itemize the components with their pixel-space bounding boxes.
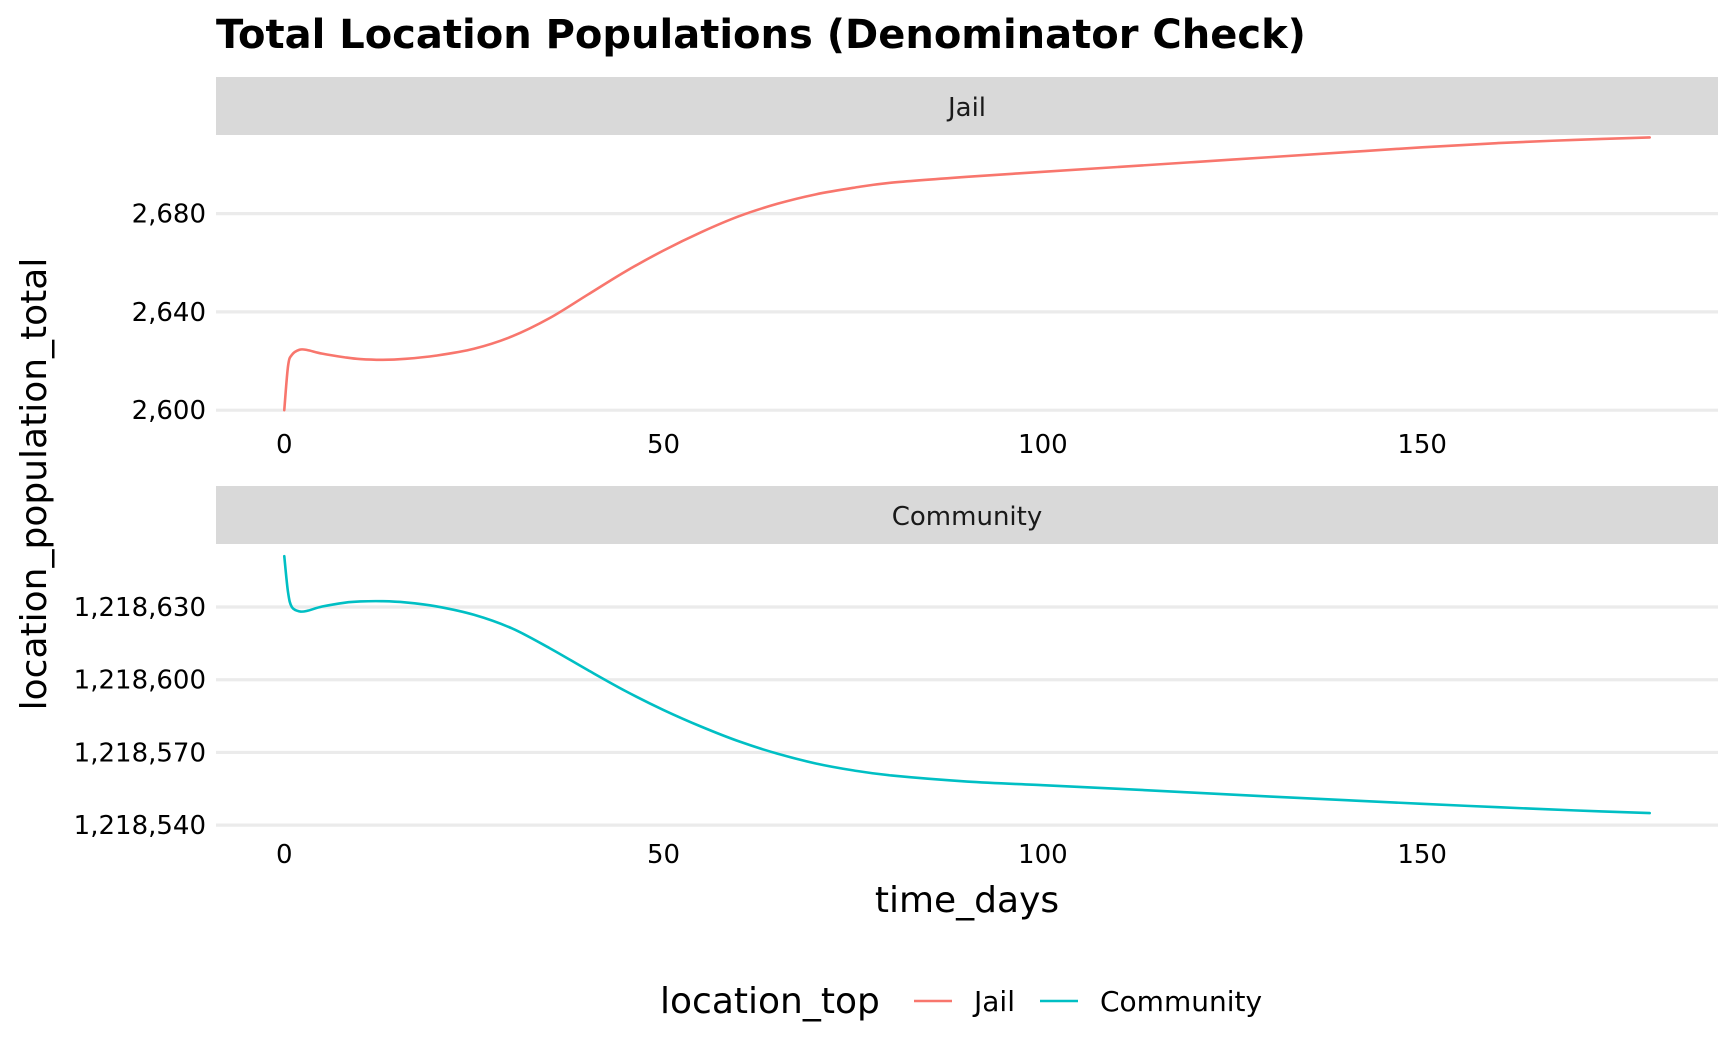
series-line-community	[282, 554, 1652, 815]
chart-title: Total Location Populations (Denominator …	[216, 12, 1306, 58]
y-tick-label-jail: 2,680	[132, 200, 206, 230]
y-tick-label-jail: 2,600	[132, 396, 206, 426]
facet-panel-jail: Jail 2,600 2,640 2,680 0 50 100 150	[132, 77, 1718, 460]
x-tick-labels-community: 0 50 100 150	[276, 840, 1447, 870]
x-tick-label-community: 150	[1397, 840, 1447, 870]
legend-title: location_top	[660, 981, 880, 1022]
y-gridlines-jail	[216, 212, 1718, 412]
x-tick-label-community: 0	[276, 840, 293, 870]
series-line-jail	[282, 136, 1652, 412]
y-gridlines-community	[216, 605, 1718, 827]
facet-strip-jail	[216, 77, 1718, 135]
x-tick-label-jail: 150	[1397, 430, 1447, 460]
y-tick-label-community: 1,218,600	[74, 666, 206, 696]
x-axis-title: time_days	[875, 880, 1059, 921]
x-tick-labels-jail: 0 50 100 150	[276, 430, 1447, 460]
y-tick-label-community: 1,218,630	[74, 593, 206, 623]
y-tick-label-community: 1,218,570	[74, 738, 206, 768]
legend: location_top Jail Community	[660, 981, 1262, 1022]
y-tick-labels-community: 1,218,540 1,218,570 1,218,600 1,218,630	[74, 593, 206, 841]
y-axis-title: location_population_total	[14, 258, 55, 711]
facet-panel-community: Community 1,218,5401,218,5701,218,6001,2…	[74, 486, 1718, 870]
legend-label-community: Community	[1100, 985, 1262, 1018]
y-tick-label-jail: 2,640	[132, 298, 206, 328]
y-tick-labels-jail: 2,600 2,640 2,680	[132, 200, 206, 427]
x-tick-label-jail: 100	[1018, 430, 1068, 460]
facet-strip-community	[216, 486, 1718, 544]
x-tick-label-community: 100	[1018, 840, 1068, 870]
y-tick-label-community: 1,218,540	[74, 811, 206, 841]
facet-strip-label-community: Community	[892, 502, 1042, 532]
facet-strip-label-jail: Jail	[946, 93, 986, 123]
legend-label-jail: Jail	[972, 985, 1015, 1018]
x-tick-label-jail: 0	[276, 430, 293, 460]
x-tick-label-jail: 50	[647, 430, 680, 460]
x-tick-label-community: 50	[647, 840, 680, 870]
